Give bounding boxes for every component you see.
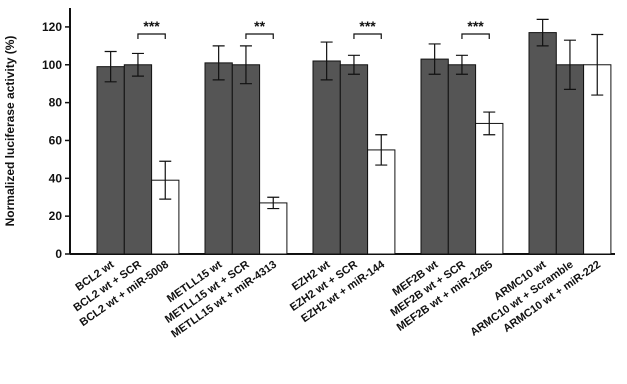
significance-label: *** [467,18,484,34]
error-bar [104,50,117,83]
bar [583,64,612,255]
significance-bracket [353,33,382,39]
y-tick-label: 20 [49,209,63,223]
significance-bracket [137,33,166,39]
significance-bracket [461,33,490,39]
error-bar [536,18,549,47]
error-bar [375,134,388,166]
significance-label: ** [254,18,265,34]
error-bar [267,196,280,210]
bar [420,58,449,255]
bar [259,202,288,255]
error-bar [239,45,252,85]
error-bar [347,54,360,75]
error-bar [212,45,225,81]
bar [231,64,261,255]
error-bar [159,160,172,200]
y-tick-label: 60 [49,133,63,147]
bar [123,64,153,255]
y-tick-label: 120 [42,20,62,34]
error-bar [320,41,333,81]
y-axis-title: Normalized luciferase activity (%) [3,36,17,227]
error-bar [591,33,604,96]
error-bar [483,111,496,136]
y-tick-label: 80 [49,96,63,110]
y-tick-label: 100 [42,58,62,72]
y-tick-label: 40 [49,171,63,185]
bar [555,64,585,255]
bar [528,32,557,255]
error-bar [131,52,144,77]
bar [367,149,396,255]
error-bar [428,43,441,75]
significance-label: *** [359,18,376,34]
bar [339,64,369,255]
bar [312,60,341,255]
significance-label: *** [143,18,160,34]
error-bar [563,39,576,90]
bar [475,122,504,255]
y-tick-label: 0 [55,247,62,261]
bar [204,62,233,255]
bar [447,64,477,255]
significance-bracket [245,33,274,39]
error-bar [455,54,468,75]
bar [96,66,125,255]
